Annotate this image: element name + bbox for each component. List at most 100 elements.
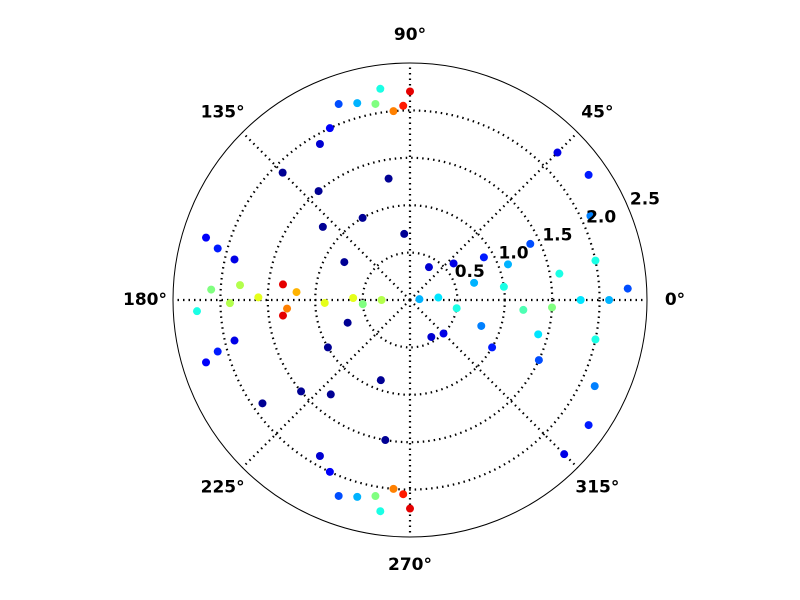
r-grid-circle: [266, 156, 554, 444]
point: [605, 296, 614, 304]
point: [377, 296, 386, 304]
point: [452, 304, 461, 313]
point: [381, 436, 390, 445]
r-tick-label: 1.0: [499, 244, 529, 264]
point: [320, 298, 329, 307]
point: [548, 303, 557, 312]
point: [225, 299, 234, 308]
point: [560, 450, 569, 459]
point: [343, 318, 352, 327]
point: [349, 294, 358, 303]
point: [236, 281, 245, 290]
theta-grid-line: [409, 131, 579, 301]
point: [553, 148, 562, 157]
theta-tick-label: 270°: [388, 555, 432, 575]
point: [334, 100, 343, 109]
point: [325, 467, 334, 476]
theta-grid-line: [241, 131, 411, 301]
theta-tick-label: 135°: [201, 103, 245, 123]
point: [292, 288, 301, 297]
point: [358, 300, 367, 309]
point: [376, 84, 385, 93]
point: [315, 140, 324, 149]
point: [526, 239, 535, 248]
r-grid-circle: [219, 109, 601, 491]
point: [315, 451, 324, 460]
theta-tick-label: 225°: [201, 477, 245, 497]
point: [318, 222, 327, 231]
point: [424, 263, 433, 272]
point: [325, 124, 334, 133]
theta-grid-line: [409, 299, 579, 469]
point: [439, 329, 448, 338]
theta-tick-label: 180°: [123, 290, 167, 310]
point: [202, 233, 211, 242]
point: [584, 421, 593, 430]
r-tick-label: 0.5: [455, 262, 485, 282]
point: [534, 356, 543, 365]
point: [213, 347, 222, 356]
point: [202, 358, 211, 367]
point: [278, 168, 287, 177]
theta-grid-line: [241, 299, 411, 469]
point: [384, 174, 393, 183]
r-tick-label: 2.0: [586, 207, 616, 227]
point: [254, 293, 263, 302]
point: [258, 399, 267, 408]
point: [590, 382, 599, 391]
point: [576, 296, 585, 304]
point: [555, 269, 564, 278]
point: [323, 343, 332, 352]
point: [623, 284, 632, 293]
point: [389, 484, 398, 493]
point: [353, 492, 362, 501]
point: [519, 305, 528, 314]
point: [389, 107, 398, 116]
point: [213, 244, 222, 253]
point: [278, 311, 287, 320]
point: [400, 229, 409, 238]
point: [358, 213, 367, 222]
point: [503, 260, 512, 269]
point: [406, 87, 414, 96]
point: [283, 304, 292, 313]
r-tick-label: 2.5: [630, 189, 660, 209]
point: [376, 376, 385, 385]
point: [477, 321, 486, 330]
point: [427, 332, 436, 341]
theta-tick-label: 315°: [575, 477, 619, 497]
point: [371, 492, 380, 501]
point: [406, 504, 414, 513]
theta-tick-label: 45°: [581, 103, 613, 123]
r-tick-label: 1.5: [542, 226, 572, 246]
point: [297, 387, 306, 396]
theta-tick-label: 90°: [394, 25, 426, 45]
point: [470, 278, 479, 287]
point: [586, 211, 595, 220]
point: [371, 99, 380, 108]
point: [499, 282, 508, 291]
point: [434, 293, 443, 302]
r-grid-circle: [361, 251, 459, 349]
point: [399, 101, 408, 110]
point: [534, 330, 543, 339]
polar-frame: [172, 62, 648, 538]
point: [230, 255, 239, 264]
point: [488, 343, 497, 352]
point: [353, 99, 362, 108]
point: [399, 490, 408, 499]
point: [340, 258, 349, 267]
point: [326, 390, 335, 399]
point: [230, 336, 239, 345]
point: [415, 295, 424, 304]
point: [278, 280, 287, 289]
point: [591, 256, 600, 265]
point: [591, 335, 600, 344]
point: [314, 187, 323, 196]
point: [376, 507, 385, 516]
point: [334, 491, 343, 500]
point: [479, 253, 488, 262]
r-grid-circle: [314, 204, 506, 396]
point: [207, 285, 216, 294]
